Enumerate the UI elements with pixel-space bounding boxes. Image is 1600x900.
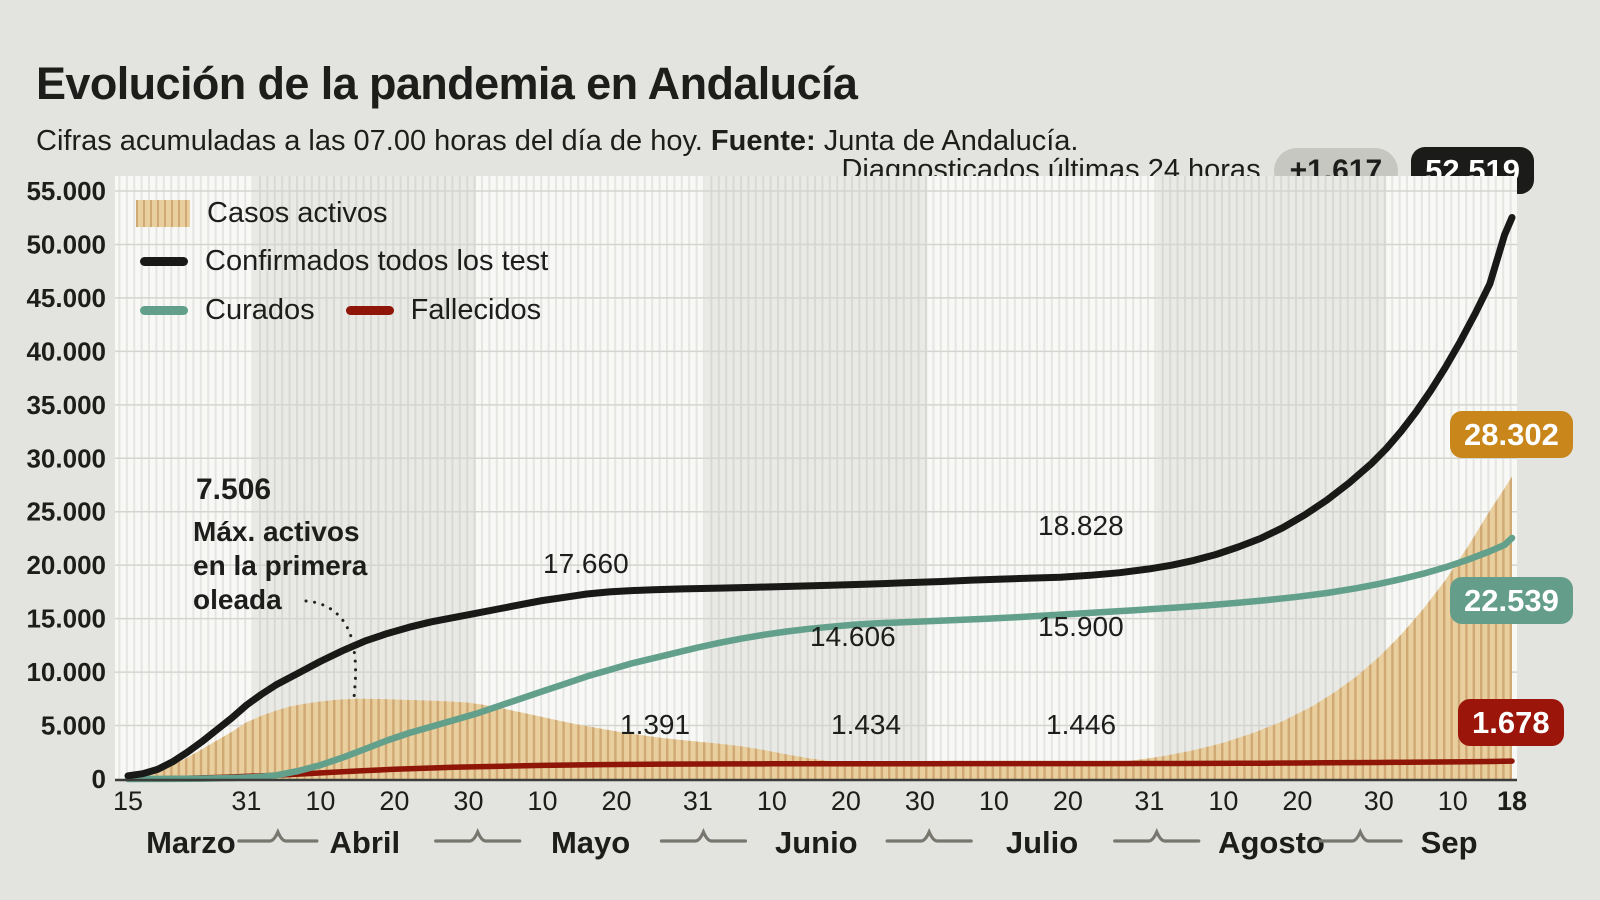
casos-activos-label: Casos activos xyxy=(207,197,388,229)
x-axis-labels: 15 31 10 20 30 10 20 31 10 20 30 10 20 31 10 20 30 10 18 xyxy=(113,786,1527,816)
month-divider-bracket xyxy=(1317,828,1403,843)
month-divider-bracket xyxy=(434,828,522,843)
chart-annotation: 1.446 xyxy=(1046,709,1117,740)
svg-text:30: 30 xyxy=(1364,786,1394,816)
svg-text:Sep: Sep xyxy=(1421,825,1478,860)
chart-annotation: Máx. activos xyxy=(193,516,360,547)
subtitle: Cifras acumuladas a las 07.00 horas del … xyxy=(36,125,1078,158)
svg-text:30: 30 xyxy=(905,786,935,816)
svg-text:31: 31 xyxy=(683,786,713,816)
svg-text:20: 20 xyxy=(379,786,409,816)
fallecidos-swatch xyxy=(345,306,394,315)
svg-text:Julio: Julio xyxy=(1006,825,1078,860)
svg-text:20: 20 xyxy=(831,786,861,816)
source-label: Fuente: xyxy=(710,125,816,157)
svg-text:31: 31 xyxy=(1134,786,1164,816)
fallecidos-label: Fallecidos xyxy=(410,294,542,326)
svg-text:30: 30 xyxy=(453,786,483,816)
svg-text:35.000: 35.000 xyxy=(26,390,106,420)
gridlines xyxy=(115,190,1517,727)
svg-text:20.000: 20.000 xyxy=(26,550,106,580)
series xyxy=(124,214,1516,783)
chart-annotation: 15.900 xyxy=(1038,611,1124,642)
chart-annotation: 18.828 xyxy=(1038,510,1124,541)
confirmados-swatch xyxy=(140,257,188,266)
chart-annotation: 17.660 xyxy=(543,548,629,579)
svg-text:10: 10 xyxy=(1208,786,1238,816)
casos-activos-swatch xyxy=(136,200,190,227)
svg-text:15.000: 15.000 xyxy=(26,604,106,634)
series-casos_activos xyxy=(128,476,1512,779)
fallecidos-value-badge: 1.678 xyxy=(1458,699,1564,746)
svg-text:5.000: 5.000 xyxy=(41,711,106,741)
chart-annotation: 7.506 xyxy=(196,473,272,506)
svg-text:30.000: 30.000 xyxy=(26,443,106,473)
svg-text:20: 20 xyxy=(601,786,631,816)
chart-annotation: 1.391 xyxy=(620,709,691,740)
curados-value-badge: 22.539 xyxy=(1450,577,1573,624)
svg-text:10.000: 10.000 xyxy=(26,657,106,687)
svg-text:40.000: 40.000 xyxy=(26,336,106,366)
svg-text:10: 10 xyxy=(527,786,557,816)
legend-row-confirmados: Confirmados todos los test xyxy=(140,245,548,278)
svg-text:31: 31 xyxy=(231,786,261,816)
series-curados xyxy=(124,534,1516,783)
svg-text:20: 20 xyxy=(1282,786,1312,816)
casos-activos-value-badge: 28.302 xyxy=(1450,411,1573,458)
y-axis-labels: 0 5.000 10.000 15.000 20.000 25.000 30.000 35.0… xyxy=(26,176,106,794)
confirmados-label: Confirmados todos los test xyxy=(205,245,549,277)
svg-text:Junio: Junio xyxy=(775,825,858,860)
svg-text:10: 10 xyxy=(979,786,1009,816)
legend-row-curados-fallecidos: Curados Fallecidos xyxy=(140,294,541,327)
svg-text:0: 0 xyxy=(92,764,106,794)
legend-row-activos: Casos activos xyxy=(136,197,388,230)
month-divider-bracket xyxy=(237,828,319,843)
month-labels: Marzo Abril Mayo Junio Julio Agosto Sep xyxy=(146,825,1477,860)
series-fallecidos xyxy=(125,758,1515,782)
svg-text:50.000: 50.000 xyxy=(26,229,106,259)
svg-text:10: 10 xyxy=(757,786,787,816)
curados-label: Curados xyxy=(205,294,315,326)
month-bands xyxy=(115,176,1517,779)
month-divider-bracket xyxy=(885,828,973,843)
svg-text:20: 20 xyxy=(1053,786,1083,816)
chart-annotation: en la primera xyxy=(193,550,368,581)
chart-annotation: 14.606 xyxy=(810,621,896,652)
svg-text:Mayo: Mayo xyxy=(551,825,630,860)
svg-text:25.000: 25.000 xyxy=(26,497,106,527)
svg-text:55.000: 55.000 xyxy=(26,176,106,206)
svg-text:15: 15 xyxy=(113,786,143,816)
svg-text:10: 10 xyxy=(1438,786,1468,816)
curados-swatch xyxy=(140,306,188,315)
svg-text:Marzo: Marzo xyxy=(146,825,236,860)
chart-annotation: 1.434 xyxy=(831,709,902,740)
month-divider-bracket xyxy=(1113,828,1201,843)
source-value: Junta de Andalucía. xyxy=(823,125,1079,157)
chart-annotation: oleada xyxy=(193,584,282,615)
month-divider-bracket xyxy=(659,828,748,843)
series-confirmados xyxy=(124,214,1516,780)
svg-text:Abril: Abril xyxy=(330,825,401,860)
svg-text:10: 10 xyxy=(305,786,335,816)
svg-text:Agosto: Agosto xyxy=(1218,825,1325,860)
svg-text:45.000: 45.000 xyxy=(26,283,106,313)
page-title: Evolución de la pandemia en Andalucía xyxy=(36,58,858,110)
svg-text:18: 18 xyxy=(1497,786,1527,816)
subtitle-text: Cifras acumuladas a las 07.00 horas del … xyxy=(36,125,703,157)
